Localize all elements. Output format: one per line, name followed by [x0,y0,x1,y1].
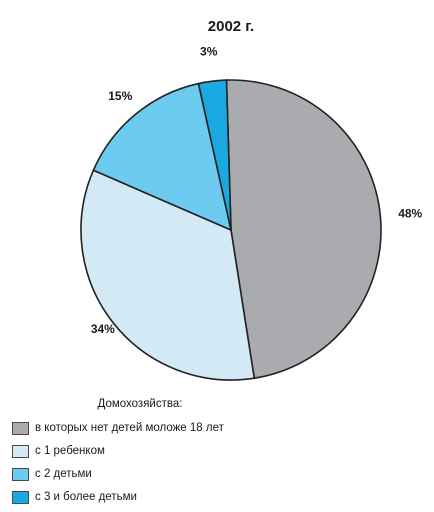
legend-item-two-children: с 2 детьми [12,466,224,482]
legend-swatch [12,467,29,481]
legend-item-three-plus-children: с 3 и более детьми [12,489,224,505]
slice-no-children [225,79,382,380]
label-no-children: 48% [398,206,422,220]
legend-item-one-child: с 1 ребенком [12,443,224,459]
legend: в которых нет детей моложе 18 лет с 1 ре… [12,420,224,512]
chart-title: 2002 г. [208,18,254,35]
slice-one-child [80,169,256,381]
label-three-plus-children: 3% [200,44,218,58]
slice-labels: 48% 34% 15% 3% [91,44,423,336]
legend-label: с 1 ребенком [35,445,105,457]
label-one-child: 34% [91,322,115,336]
legend-label: с 3 и более детьми [35,491,137,503]
legend-label: с 2 детьми [35,468,92,480]
legend-swatch [12,421,29,435]
pie-slices [80,79,382,381]
legend-swatch [12,490,29,504]
legend-title: Домохозяйства: [97,398,183,410]
legend-swatch [12,444,29,458]
legend-label: в которых нет детей моложе 18 лет [35,422,224,434]
legend-item-no-children: в которых нет детей моложе 18 лет [12,420,224,436]
slice-two-children [92,82,233,232]
label-two-children: 15% [108,89,132,103]
slice-three-plus-children [197,79,232,231]
